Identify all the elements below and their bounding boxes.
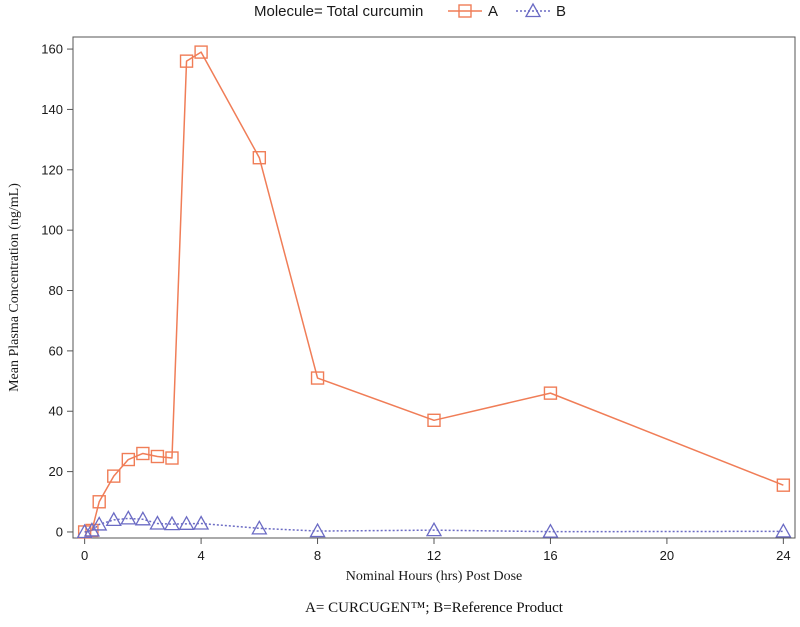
legend-item-b: B xyxy=(516,2,566,20)
legend-marker xyxy=(458,4,472,18)
plot-frame xyxy=(72,36,796,539)
data-point-b xyxy=(542,523,559,538)
x-axis: 0 4 8 12 16 20 24 xyxy=(81,538,791,563)
data-point-b xyxy=(105,511,122,527)
data-point-a xyxy=(543,386,558,400)
data-point-b xyxy=(775,523,792,538)
data-point-b xyxy=(309,522,326,538)
chart-caption: A= CURCUGEN™; B=Reference Product xyxy=(305,600,564,616)
legend: Molecule= Total curcumin A B xyxy=(254,2,566,20)
data-point-b xyxy=(192,515,210,530)
series-b xyxy=(76,510,792,539)
data-point-a xyxy=(92,495,106,509)
x-tick-label: 16 xyxy=(543,548,557,563)
data-point-a xyxy=(194,45,208,59)
legend-title: Molecule= Total curcumin xyxy=(254,3,423,20)
x-tick-label: 24 xyxy=(776,548,790,563)
y-tick-label: 80 xyxy=(49,283,63,298)
legend-label: B xyxy=(556,3,566,20)
x-tick-label: 8 xyxy=(314,548,321,563)
data-point-b xyxy=(178,515,195,530)
legend-label: A xyxy=(488,3,498,20)
data-point-a xyxy=(150,449,165,464)
x-axis-title: Nominal Hours (hrs) Post Dose xyxy=(346,569,523,584)
y-tick-label: 140 xyxy=(41,102,63,117)
data-point-b xyxy=(163,515,181,531)
data-point-a xyxy=(252,151,267,165)
data-point-a xyxy=(776,478,791,492)
x-tick-label: 20 xyxy=(660,548,674,563)
x-tick-label: 12 xyxy=(427,548,441,563)
data-point-b xyxy=(425,521,443,537)
y-tick-label: 0 xyxy=(56,524,63,539)
data-point-a xyxy=(165,451,179,465)
data-point-a xyxy=(427,413,441,427)
y-tick-label: 100 xyxy=(41,223,63,238)
y-tick-label: 160 xyxy=(41,42,63,57)
x-tick-label: 4 xyxy=(197,548,204,563)
series-layer xyxy=(76,45,792,539)
data-point-b xyxy=(251,520,268,535)
y-tick-label: 60 xyxy=(49,343,63,358)
series-line-b xyxy=(84,517,784,533)
series-line-a xyxy=(84,51,784,533)
data-point-a xyxy=(179,54,194,68)
y-axis-title: Mean Plasma Concentration (ng/mL) xyxy=(7,183,22,392)
legend-marker xyxy=(524,2,542,18)
y-tick-label: 40 xyxy=(49,404,63,419)
data-point-a xyxy=(121,452,136,467)
data-point-b xyxy=(134,510,151,526)
y-tick-label: 20 xyxy=(49,464,63,479)
data-point-a xyxy=(310,371,325,385)
y-axis: 0 20 40 60 80 100 120 140 160 xyxy=(41,42,73,539)
data-point-b xyxy=(120,510,137,525)
x-tick-label: 0 xyxy=(81,548,88,563)
data-point-a xyxy=(107,469,121,483)
y-tick-label: 120 xyxy=(41,162,63,177)
data-point-b xyxy=(91,516,108,531)
legend-item-a: A xyxy=(448,3,498,20)
series-a xyxy=(77,45,791,539)
data-point-a xyxy=(136,446,150,461)
data-point-b xyxy=(149,515,166,530)
